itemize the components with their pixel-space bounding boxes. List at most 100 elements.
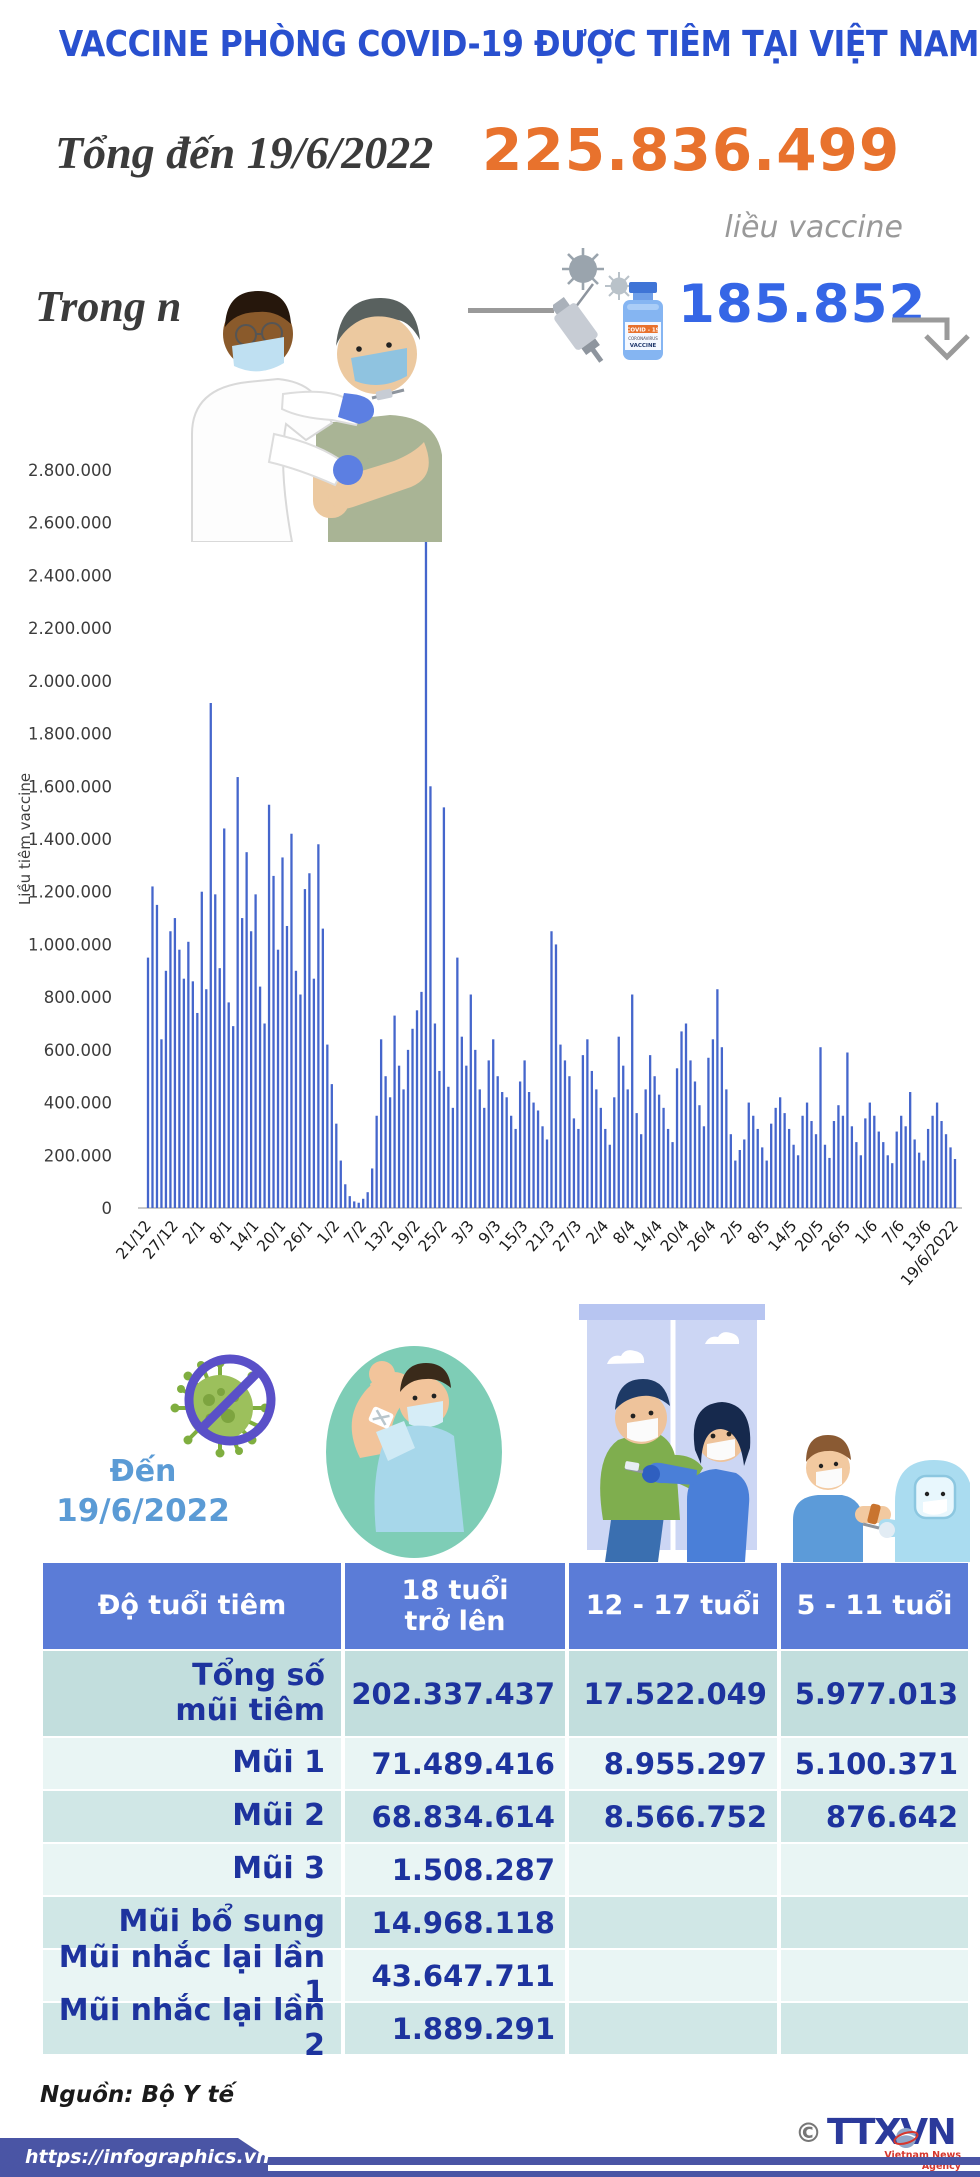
- bar: [796, 1155, 800, 1208]
- source-note: Nguồn: Bộ Y tế: [40, 2082, 235, 2108]
- bar: [909, 1092, 912, 1208]
- bar: [837, 1105, 840, 1208]
- table-row-label: Mũi 2: [43, 1791, 341, 1842]
- bar: [882, 1142, 885, 1208]
- bar: [290, 833, 293, 1208]
- bar: [388, 1097, 392, 1208]
- bar: [451, 1107, 455, 1208]
- bar: [814, 1134, 818, 1208]
- bar: [689, 1060, 692, 1208]
- bar: [514, 1128, 517, 1208]
- bar: [209, 703, 212, 1208]
- bar: [393, 1015, 396, 1208]
- bar: [716, 989, 719, 1208]
- vaccine-vial-icon: COVID - 19 CORONAVIRUS VACCINE: [623, 282, 663, 360]
- bar: [397, 1065, 401, 1208]
- total-unit: liều vaccine: [724, 210, 903, 245]
- asof-line1: Đến: [109, 1454, 177, 1489]
- bar: [770, 1123, 773, 1208]
- table-header-col1: 18 tuổi trở lên: [345, 1563, 565, 1649]
- bar: [891, 1163, 894, 1208]
- total-value: 225.836.499: [482, 116, 901, 184]
- bar: [850, 1126, 854, 1208]
- bar: [245, 852, 248, 1208]
- bar: [267, 804, 271, 1208]
- bar: [496, 1076, 499, 1208]
- bar: [568, 1076, 571, 1208]
- table-cell: 71.489.416: [345, 1738, 565, 1789]
- bar: [200, 891, 203, 1208]
- bar: [527, 1092, 531, 1208]
- bar: [187, 941, 190, 1208]
- table-cell: 14.968.118: [345, 1897, 565, 1948]
- daily-value: 185.852: [678, 274, 927, 335]
- bar: [935, 1102, 939, 1208]
- bar: [294, 970, 298, 1208]
- bar: [303, 889, 307, 1208]
- bar: [590, 1070, 593, 1208]
- bar: [819, 1047, 822, 1208]
- bar: [357, 1202, 360, 1208]
- vaccination-bar-chart: 0 200.000 400.000 600.000 800.000 1.000.000 1.…: [16, 461, 962, 1289]
- x-tick-label: 15/3: [495, 1217, 531, 1255]
- bar: [433, 1023, 437, 1208]
- bar: [734, 1160, 737, 1208]
- bar: [792, 1144, 795, 1208]
- table-cell: 8.566.752: [569, 1791, 777, 1842]
- bar: [236, 777, 239, 1208]
- agency-subtitle: Vietnam News Agency: [884, 2150, 961, 2172]
- asof-date-label: Đến 19/6/2022: [38, 1452, 248, 1531]
- x-tick-label: 27/3: [549, 1217, 585, 1255]
- table-row-label: Tổng số mũi tiêm: [43, 1651, 341, 1736]
- bar: [214, 894, 217, 1208]
- bar: [707, 1057, 710, 1208]
- page-title: VACCINE PHÒNG COVID-19 ĐƯỢC TIÊM TẠI VIỆ…: [58, 24, 980, 65]
- y-tick-label: 2.000.000: [28, 672, 112, 691]
- bar: [384, 1076, 387, 1208]
- bar: [505, 1097, 508, 1208]
- bar: [227, 1002, 230, 1208]
- table-row-label: Mũi 3: [43, 1844, 341, 1895]
- y-tick-label: 600.000: [44, 1041, 112, 1060]
- down-arrow-icon: [892, 317, 970, 361]
- bar: [501, 1092, 504, 1208]
- syringe-vial-icon: COVID - 19 CORONAVIRUS VACCINE: [553, 248, 663, 363]
- no-virus-icon: [170, 1354, 276, 1458]
- x-tick-label: 21/3: [522, 1217, 558, 1255]
- bar: [371, 1168, 374, 1208]
- bar: [783, 1113, 786, 1208]
- table-cell: 1.889.291: [345, 2003, 565, 2054]
- table-row-label: Mũi 1: [43, 1738, 341, 1789]
- bar: [693, 1081, 697, 1208]
- table-cell: 5.100.371: [781, 1738, 968, 1789]
- table-cell: [569, 1950, 777, 2001]
- y-tick-label: 1.600.000: [28, 777, 112, 796]
- bar: [223, 828, 226, 1208]
- bar: [460, 1036, 463, 1208]
- bar: [586, 1039, 589, 1208]
- bar: [272, 875, 275, 1208]
- x-tick-label: 19/2: [388, 1217, 424, 1255]
- doctor-figure: [191, 291, 405, 542]
- bar: [196, 1012, 199, 1208]
- bar: [469, 994, 472, 1208]
- bar: [765, 1160, 768, 1208]
- x-tick-label: 2/5: [717, 1217, 747, 1248]
- bar: [608, 1144, 611, 1208]
- bar: [456, 957, 459, 1208]
- bar: [326, 1044, 329, 1208]
- adult-18plus-illustration: [326, 1346, 502, 1558]
- bar: [254, 894, 257, 1208]
- bar: [518, 1081, 522, 1208]
- y-tick-label: 2.200.000: [28, 619, 112, 638]
- teen-12-17-illustration: [579, 1304, 765, 1562]
- table-header-col3: 5 - 11 tuổi: [781, 1563, 968, 1649]
- bar: [873, 1115, 876, 1208]
- bar: [487, 1060, 490, 1208]
- asof-line2: 19/6/2022: [56, 1493, 230, 1529]
- bar: [657, 1094, 661, 1208]
- y-tick-label: 1.800.000: [28, 725, 112, 744]
- bar: [756, 1128, 759, 1208]
- x-tick-label: 2/1: [179, 1217, 209, 1248]
- bar: [276, 949, 280, 1208]
